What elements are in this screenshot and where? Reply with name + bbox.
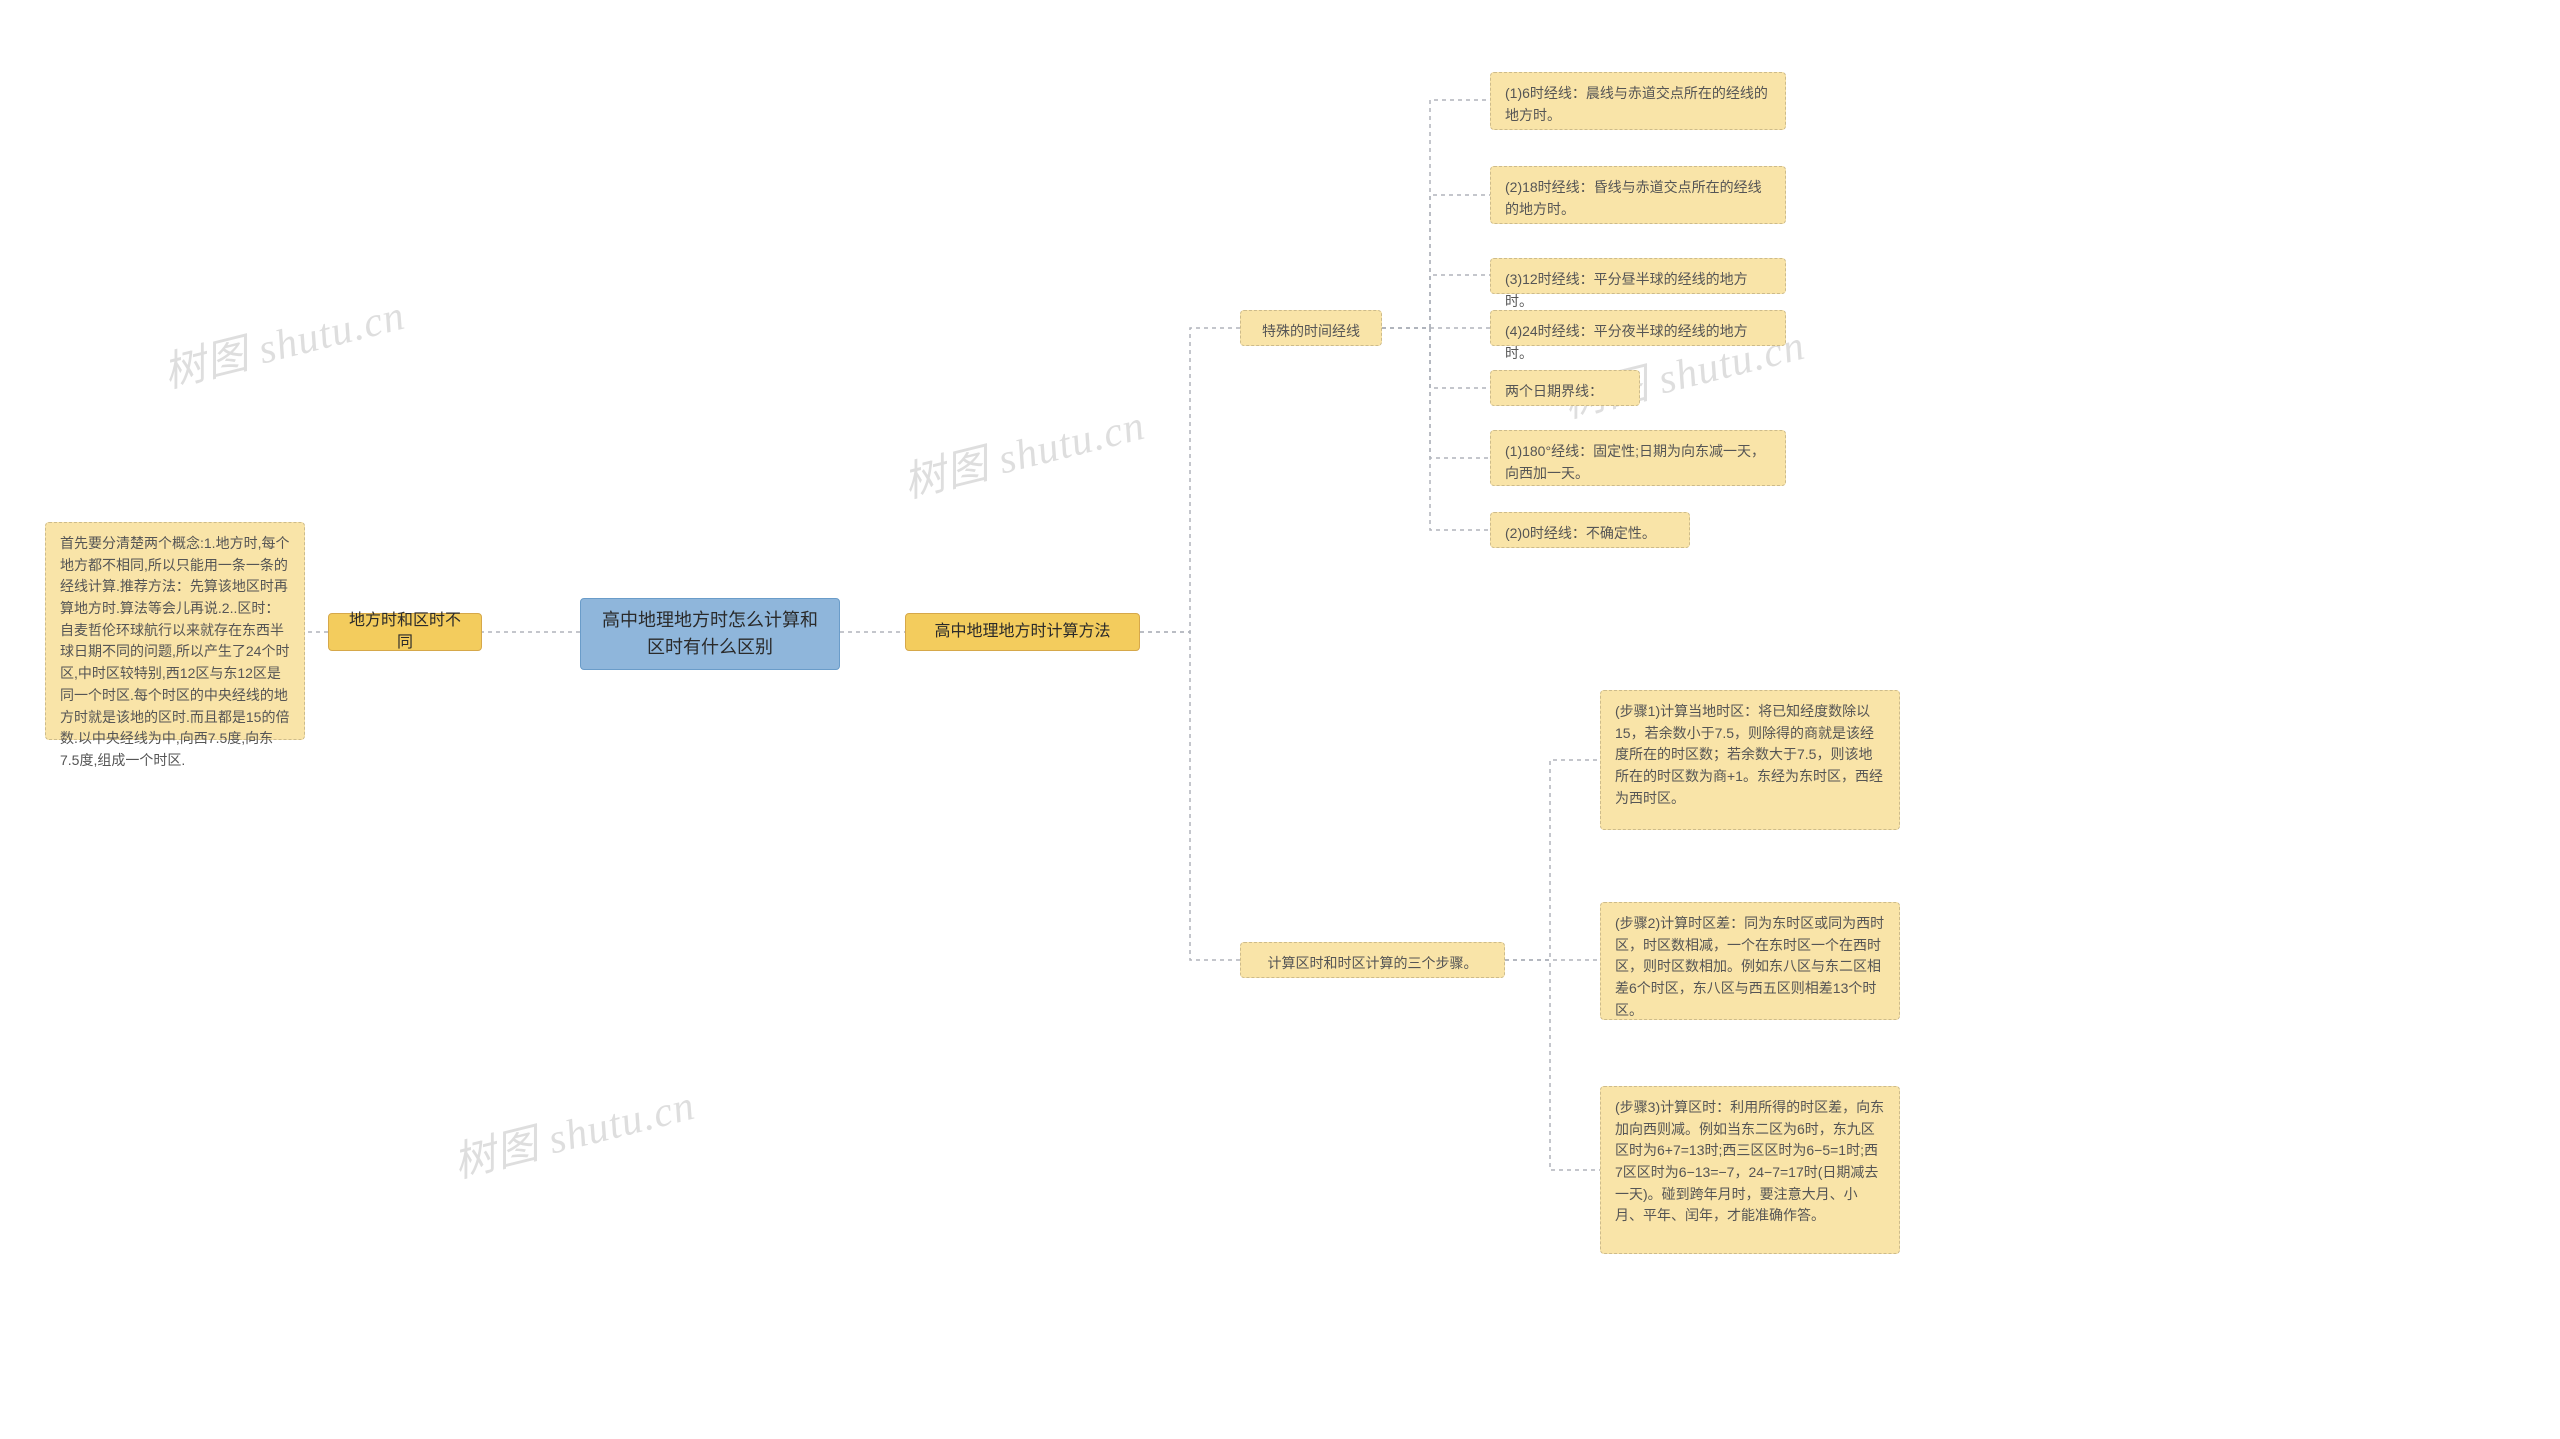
g2-leaf-b: (步骤2)计算时区差：同为东时区或同为西时区，时区数相减，一个在东时区一个在西时…	[1600, 902, 1900, 1020]
g1-leaf-b: (2)18时经线：昏线与赤道交点所在的经线的地方时。	[1490, 166, 1786, 224]
g1-leaf-f: (1)180°经线：固定性;日期为向东减一天，向西加一天。	[1490, 430, 1786, 486]
g1-leaf-c: (3)12时经线：平分昼半球的经线的地方时。	[1490, 258, 1786, 294]
mindmap-root[interactable]: 高中地理地方时怎么计算和区时有什么区别	[580, 598, 840, 670]
group2-label[interactable]: 计算区时和时区计算的三个步骤。	[1240, 942, 1505, 978]
g1-leaf-g: (2)0时经线：不确定性。	[1490, 512, 1690, 548]
connector-layer	[0, 0, 2560, 1439]
watermark: 树图 shutu.cn	[896, 391, 1150, 510]
g1-leaf-d: (4)24时经线：平分夜半球的经线的地方时。	[1490, 310, 1786, 346]
branch-left[interactable]: 地方时和区时不同	[328, 613, 482, 651]
branch-right[interactable]: 高中地理地方时计算方法	[905, 613, 1140, 651]
group1-label[interactable]: 特殊的时间经线	[1240, 310, 1382, 346]
leaf-left-detail: 首先要分清楚两个概念:1.地方时,每个地方都不相同,所以只能用一条一条的经线计算…	[45, 522, 305, 740]
g2-leaf-c: (步骤3)计算区时：利用所得的时区差，向东加向西则减。例如当东二区为6时，东九区…	[1600, 1086, 1900, 1254]
g1-leaf-a: (1)6时经线：晨线与赤道交点所在的经线的地方时。	[1490, 72, 1786, 130]
watermark: 树图 shutu.cn	[156, 281, 410, 400]
g2-leaf-a: (步骤1)计算当地时区：将已知经度数除以15，若余数小于7.5，则除得的商就是该…	[1600, 690, 1900, 830]
g1-leaf-e: 两个日期界线：	[1490, 370, 1640, 406]
watermark: 树图 shutu.cn	[446, 1071, 700, 1190]
